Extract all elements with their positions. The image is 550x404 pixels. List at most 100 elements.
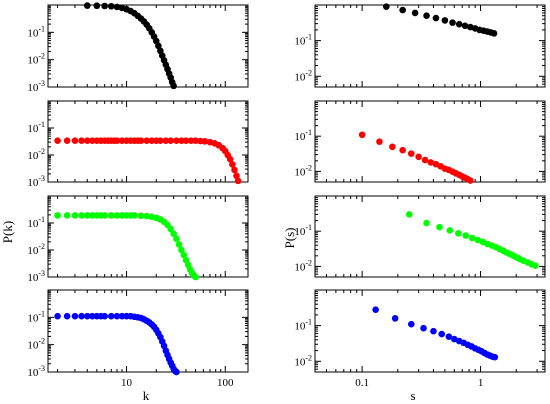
data-point	[467, 177, 474, 184]
data-point	[137, 137, 145, 144]
data-point	[420, 324, 427, 332]
y-tick-label: 10-2	[294, 353, 312, 368]
panel-frame	[314, 4, 546, 88]
data-point	[182, 137, 190, 144]
y-tick-label: 10-1	[294, 128, 312, 143]
data-point	[474, 236, 482, 244]
data-point	[491, 353, 499, 361]
y-tick-label: 10-2	[294, 163, 312, 178]
data-point	[101, 312, 108, 320]
data-point	[83, 137, 91, 144]
data-point	[157, 137, 164, 144]
data-point	[233, 172, 240, 180]
data-point	[93, 2, 101, 10]
data-point	[407, 150, 415, 157]
data-point	[376, 138, 383, 145]
data-point	[107, 312, 115, 320]
data-point	[78, 312, 85, 320]
data-point	[455, 20, 463, 28]
data-point	[173, 368, 180, 376]
panel-frame	[47, 289, 249, 373]
panel-frame	[314, 100, 546, 183]
data-point	[118, 212, 126, 219]
panel-right-1: 10-1 10-2	[294, 100, 546, 184]
data-point	[54, 137, 61, 144]
data-point	[180, 251, 188, 259]
data-point	[167, 137, 174, 144]
data-point	[415, 153, 422, 161]
data-point	[148, 137, 156, 144]
data-point	[187, 137, 195, 144]
data-point	[178, 137, 185, 144]
data-point	[54, 312, 61, 320]
data-point	[427, 159, 435, 166]
data-point	[226, 155, 234, 163]
data-point	[63, 312, 71, 320]
data-point	[411, 9, 419, 17]
data-point	[118, 137, 126, 144]
data-point	[118, 312, 126, 320]
data-point	[71, 137, 79, 144]
data-point	[389, 143, 396, 151]
data-point	[455, 230, 462, 237]
x-tick-label: 1	[478, 377, 484, 389]
data-point	[113, 212, 121, 219]
data-point	[462, 232, 470, 239]
data-point	[107, 2, 115, 10]
y-tick-label: 10-2	[27, 147, 45, 162]
data-point	[441, 17, 449, 24]
y-tick-label: 10-2	[27, 52, 45, 67]
y-tick-label: 10-3	[27, 174, 45, 189]
y-tick-label: 10-1	[27, 309, 45, 324]
panel-right-0: 10-1 10-2	[294, 3, 546, 88]
data-point	[399, 146, 406, 154]
data-point	[432, 14, 440, 22]
data-point	[63, 212, 71, 219]
data-point	[170, 82, 177, 90]
data-point	[468, 234, 476, 242]
data-point	[71, 312, 79, 320]
data-point	[449, 19, 456, 26]
y-tick-label: 10-3	[27, 79, 45, 94]
panel-frame	[314, 289, 546, 373]
panel-frame	[47, 195, 249, 278]
data-point	[461, 22, 469, 30]
y-tick-label: 10-3	[27, 269, 45, 284]
data-point	[162, 137, 170, 144]
data-point	[173, 235, 180, 243]
data-point	[201, 138, 209, 145]
data-point	[113, 3, 121, 11]
y-tick-label: 10-2	[27, 337, 45, 352]
data-point	[83, 212, 91, 219]
data-point	[178, 246, 185, 254]
panel-left-1: 10-1 10-2 10-3	[27, 100, 249, 189]
data-point	[155, 42, 162, 50]
data-point	[78, 137, 85, 144]
panel-left-2: 10-1 10-2 10-3	[27, 195, 249, 284]
data-point	[131, 212, 138, 219]
data-point	[405, 211, 413, 218]
data-point	[89, 312, 96, 320]
data-point	[78, 212, 85, 219]
data-point	[446, 227, 454, 234]
y-tick-label: 10-1	[27, 120, 45, 135]
data-point	[173, 137, 180, 144]
x-tick-label: 10	[121, 377, 133, 389]
data-point	[445, 333, 453, 340]
panel-left-0: 10-1 10-2 10-3	[27, 2, 249, 94]
data-point	[430, 327, 437, 335]
data-point	[383, 3, 390, 10]
panel-right-3: 10-1 10-2 0.1 1	[294, 289, 546, 389]
data-point	[192, 137, 199, 144]
data-point	[143, 137, 151, 144]
data-point	[372, 306, 379, 314]
right-x-axis-title: s	[410, 388, 415, 403]
data-point	[83, 312, 91, 320]
data-point	[63, 137, 71, 144]
data-point	[234, 177, 242, 185]
data-point	[83, 2, 91, 9]
data-point	[107, 212, 115, 219]
y-tick-label: 10-2	[294, 68, 312, 83]
data-point	[399, 6, 406, 14]
y-tick-label: 10-1	[294, 223, 312, 238]
